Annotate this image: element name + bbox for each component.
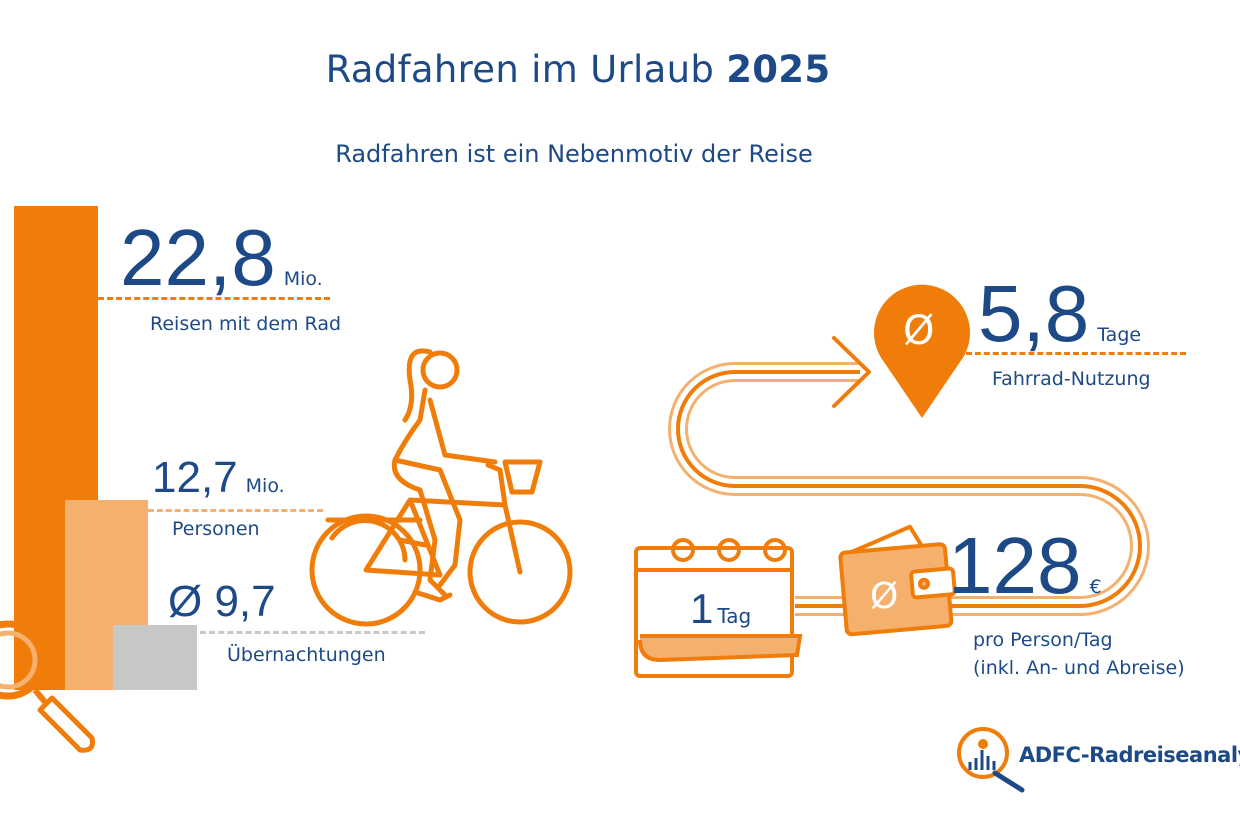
spending-label-1: pro Person/Tag	[973, 629, 1113, 651]
wallet-icon	[838, 524, 957, 637]
trips-value: 22,8	[120, 213, 276, 302]
title-text: Radfahren im Urlaub	[325, 48, 727, 91]
dash-persons	[148, 509, 323, 512]
dash-nights	[200, 631, 425, 634]
trips-stat: 22,8 Mio.	[120, 218, 323, 298]
cyclist-icon	[309, 348, 573, 627]
location-pin-icon	[873, 284, 970, 418]
persons-stat: 12,7 Mio.	[152, 456, 285, 500]
page-title: Radfahren im Urlaub 2025	[0, 48, 1156, 91]
trips-label: Reisen mit dem Rad	[150, 313, 342, 335]
calendar-unit: Tag	[717, 604, 752, 628]
trips-unit: Mio.	[283, 268, 323, 290]
spending-value: 128	[948, 521, 1082, 610]
calendar-value: 1	[690, 585, 714, 632]
calendar-icon	[634, 538, 803, 678]
bike-days-value: 5,8	[978, 269, 1090, 358]
dash-bike-days	[966, 352, 1186, 355]
bar-nights	[113, 625, 197, 690]
persons-label: Personen	[172, 518, 260, 540]
spending-stat: 128 €	[948, 526, 1102, 606]
route-path	[667, 336, 1150, 616]
title-year: 2025	[726, 48, 831, 91]
calendar-stat: 1 Tag	[690, 588, 751, 630]
logo-text: ADFC-Radreiseanalyse	[1019, 743, 1240, 767]
dash-trips	[98, 297, 330, 300]
adfc-logo-icon	[957, 727, 1025, 793]
wallet-symbol: Ø	[870, 576, 899, 617]
persons-unit: Mio.	[245, 475, 285, 497]
page-subtitle: Radfahren ist ein Nebenmotiv der Reise	[335, 140, 813, 168]
persons-value: 12,7	[152, 453, 238, 502]
magnifier-icon	[0, 620, 95, 753]
spending-label-2: (inkl. An- und Abreise)	[973, 657, 1185, 679]
nights-label: Übernachtungen	[227, 644, 386, 666]
nights-value: Ø 9,7	[168, 577, 276, 626]
spending-unit: €	[1089, 576, 1102, 598]
pin-symbol: Ø	[903, 308, 935, 354]
bike-days-unit: Tage	[1097, 324, 1142, 346]
bike-days-stat: 5,8 Tage	[978, 274, 1141, 354]
bike-days-label: Fahrrad-Nutzung	[992, 368, 1151, 390]
